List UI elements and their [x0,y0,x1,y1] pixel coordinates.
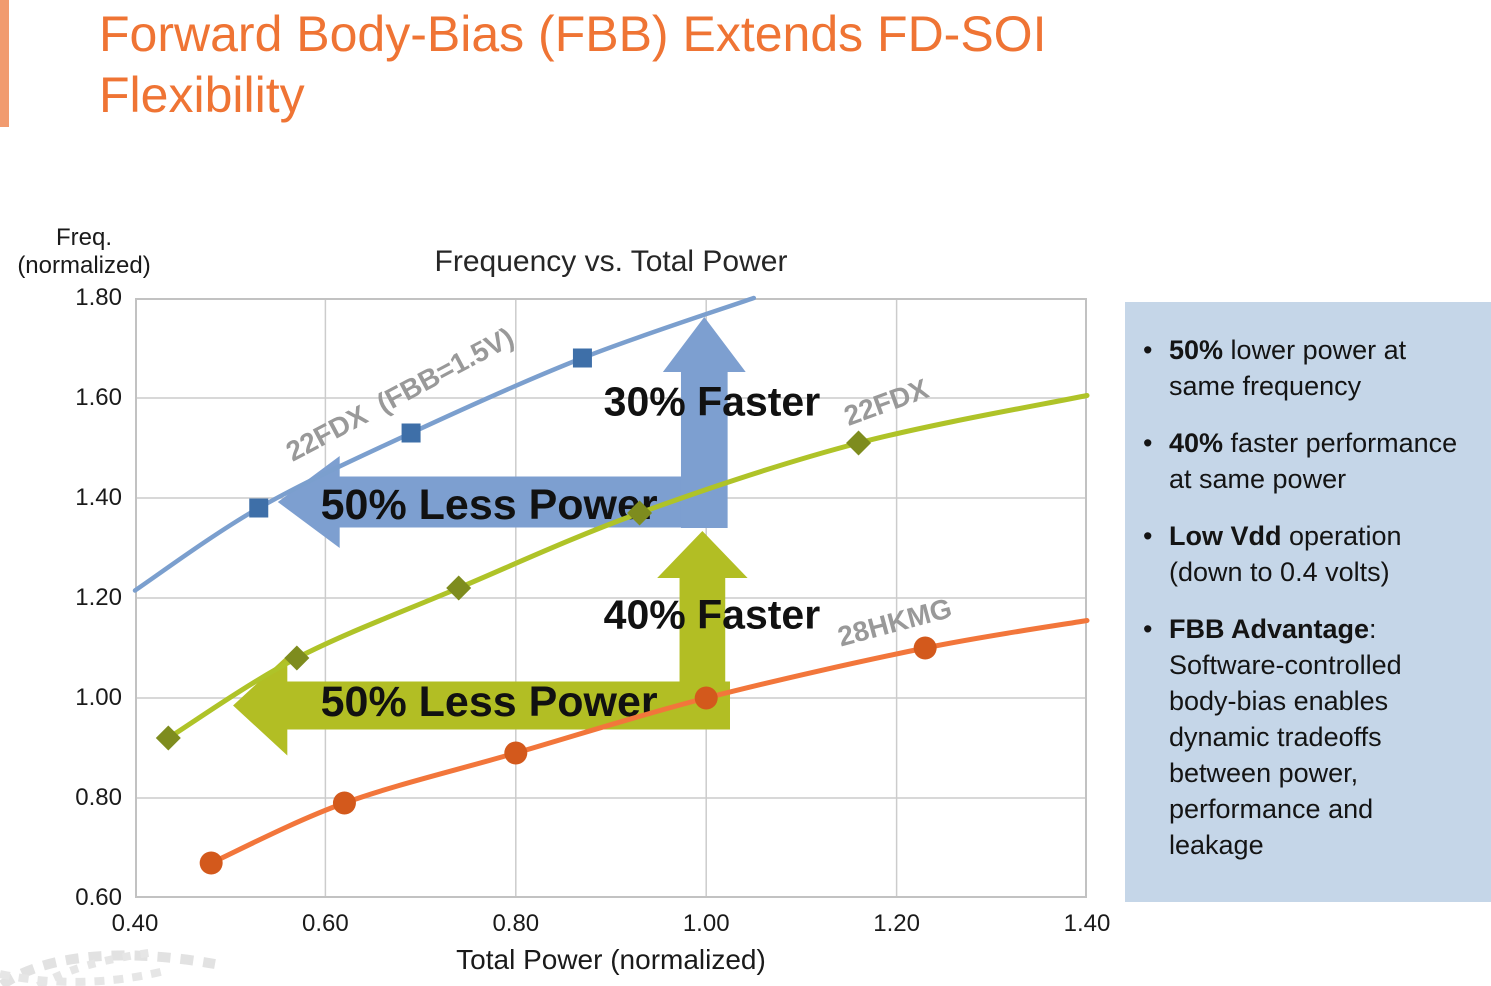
y-tick-label: 1.60 [75,384,122,411]
plot-area: 30% Faster 50% Less Power 40% Faster 50% Le… [132,295,1090,898]
marker-diamond [155,725,181,751]
marker-diamond [627,500,653,526]
globalfoundries-logo-watermark [0,948,216,986]
bullet-icon: • [1143,428,1153,458]
marker-circle [913,636,937,660]
key-point-item: • 50% lower power at same frequency [1143,332,1473,404]
annotation-text: 50% Less Power [321,678,658,726]
y-tick-label: 0.60 [75,884,122,911]
marker-circle [199,851,223,875]
accent-bar [0,0,9,127]
marker-diamond [846,430,872,456]
y-axis-title-line1: Freq. [55,224,112,251]
bullet-icon: • [1143,335,1153,365]
series-label: 22FDX (FBB=1.5V) [281,321,519,467]
y-tick-label: 1.00 [75,684,122,711]
key-point-text: 50% lower power at same frequency [1169,335,1407,401]
x-axis-title: Total Power (normalized) [456,944,766,975]
annotation-text: 50% Less Power [321,481,658,529]
marker-diamond [284,645,310,671]
x-tick-label: 1.40 [1063,910,1111,937]
y-tick-label: 1.20 [75,584,122,611]
x-tick-label: 0.80 [492,910,540,937]
chart-canvas: 30% Faster 50% Less Power 40% Faster 50% Le… [132,295,1090,898]
marker-square [401,423,421,443]
x-tick-label: 0.40 [111,910,159,937]
marker-circle [504,741,528,765]
faster-arrow [657,531,748,728]
curve-28hkmg [208,618,1090,866]
series-label: 22FDX [840,373,933,432]
key-points-list: • 50% lower power at same frequency • 40% f… [1143,332,1473,863]
key-point-text: Low Vdd operation (down to 0.4 volts) [1169,521,1402,587]
curve-22fdx-fbb-1-5v- [132,295,757,593]
faster-arrow [662,317,746,528]
key-point-item: • FBB Advantage: Software-controlled body… [1143,611,1473,863]
slide-title-line1: Forward Body-Bias (FBB) Extends FD-SOI [99,6,1047,62]
less-power-arrow [233,655,730,756]
key-point-item: • 40% faster performance at same power [1143,425,1473,497]
plot-border [135,298,1087,898]
slide-title-line2: Flexibility [99,67,305,123]
chart-title: Frequency vs. Total Power [434,245,788,278]
slide-title: Forward Body-Bias (FBB) Extends FD-SOI F… [99,4,1439,126]
y-axis-title-line2: (normalized) [17,252,151,279]
marker-diamond [446,575,472,601]
x-tick-label: 1.00 [682,910,730,937]
annotation-text: 30% Faster [604,378,821,424]
key-points-panel: • 50% lower power at same frequency • 40% f… [1125,302,1491,902]
key-point-item: • Low Vdd operation (down to 0.4 volts) [1143,518,1473,590]
marker-circle [332,791,356,815]
annotation-text: 40% Faster [604,591,821,637]
y-tick-label: 1.40 [75,484,122,511]
marker-square [572,348,592,368]
key-point-text: 40% faster performance at same power [1169,428,1458,494]
y-axis-title: Freq. (normalized) [8,224,160,280]
bullet-icon: • [1143,521,1153,551]
x-tick-label: 0.60 [302,910,349,937]
x-tick-label: 1.20 [873,910,920,937]
marker-circle [694,686,718,710]
marker-square [249,498,269,518]
y-tick-label: 1.80 [75,284,122,311]
y-tick-label: 0.80 [75,784,122,811]
bullet-icon: • [1143,614,1153,644]
key-point-text: FBB Advantage: Software-controlled body-… [1169,614,1402,860]
